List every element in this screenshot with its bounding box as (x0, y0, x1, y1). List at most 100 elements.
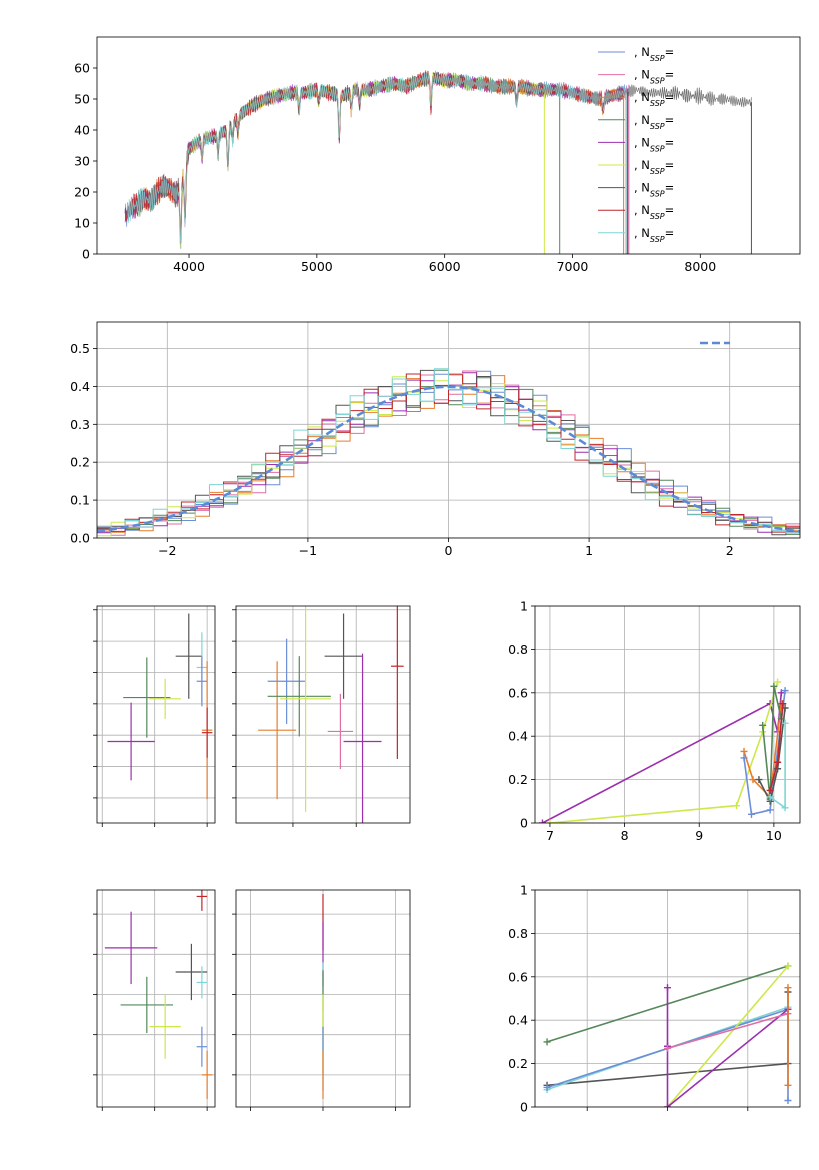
spectrum-series-line (124, 72, 627, 244)
y-tick-label: 0.4 (508, 1013, 528, 1028)
mass-weight-marker (740, 747, 748, 755)
legend-nssp-prefix: , N (634, 68, 650, 82)
x-tick-label: 9 (695, 828, 703, 843)
mass-weight-marker (784, 1081, 792, 1089)
plot-area-age_vs_mass (236, 606, 410, 823)
y-tick-label: 0.8 (508, 926, 528, 941)
axes-age_vs_Z (93, 605, 216, 827)
mass-weight-line (761, 686, 783, 800)
y-tick-label: 1 (520, 883, 528, 898)
x-tick-label: 1 (585, 543, 593, 558)
y-tick-label: 0.0 (70, 531, 90, 546)
y-tick-label: 0.2 (508, 1056, 528, 1071)
plot-area-mass_vs_Z (97, 890, 215, 1107)
plot-area-residuals (97, 322, 800, 538)
axes-residuals: −2 −1 0 1 2 0.0 0.1 0.2 0.3 0.4 0.5 (70, 321, 801, 558)
mass-weight-line (666, 965, 789, 1107)
legend-equals: = (665, 45, 675, 59)
y-tick-label: 20 (74, 185, 90, 200)
legend-entry: , NSSP= (634, 226, 674, 244)
mass-weight-marker (766, 806, 774, 814)
y-tick-label: 0 (520, 1100, 528, 1115)
plot-area-massweight_vs_Z (535, 890, 800, 1107)
x-tick-label: 7000 (557, 259, 589, 274)
plot-area-age_vs_Z (97, 606, 215, 823)
legend-equals: = (665, 203, 675, 217)
y-tick-label: 1 (520, 599, 528, 614)
y-tick-label: 0 (520, 816, 528, 831)
axes-frame (96, 36, 801, 255)
y-tick-label: 10 (74, 216, 90, 231)
legend-nssp-subscript: SSP (650, 212, 665, 221)
mass-weight-marker (766, 786, 774, 794)
legend-equals: = (665, 158, 675, 172)
mass-weight-marker (747, 810, 755, 818)
mass-weight-marker (733, 802, 741, 810)
legend-entry: , NSSP= (634, 113, 674, 131)
legend-equals: = (665, 90, 675, 104)
mass-weight-marker (755, 776, 763, 784)
legend-nssp-prefix: , N (634, 135, 650, 149)
x-tick-label: 4000 (173, 259, 205, 274)
mass-weight-marker (774, 678, 782, 686)
legend-entry: , NSSP= (634, 158, 674, 176)
legend-nssp-prefix: , N (634, 203, 650, 217)
mass-weight-line (758, 707, 786, 804)
axes-mass_vs_EBV (232, 889, 411, 1111)
y-tick-label: 0.6 (508, 969, 528, 984)
mass-weight-marker (759, 721, 767, 729)
y-tick-label: 0.2 (508, 772, 528, 787)
mass-weight-marker (777, 689, 785, 697)
legend-entry: , NSSP= (634, 90, 674, 108)
axes-frame (534, 605, 801, 824)
y-tick-label: 0.2 (70, 455, 90, 470)
mass-weight-marker (784, 962, 792, 970)
legend-nssp-subscript: SSP (650, 99, 665, 108)
mass-weight-marker (781, 719, 789, 727)
y-tick-label: 0.5 (70, 341, 90, 356)
legend-nssp-prefix: , N (634, 90, 650, 104)
x-tick-label: 8 (621, 828, 629, 843)
spectrum-series-line (127, 72, 627, 243)
legend-equals: = (665, 135, 675, 149)
y-tick-label: 60 (74, 61, 90, 76)
mass-weight-marker (538, 819, 546, 823)
mass-weight-marker (784, 1096, 792, 1104)
legend-nssp-subscript: SSP (650, 167, 665, 176)
mass-weight-line (743, 690, 786, 816)
y-tick-label: 0.4 (508, 729, 528, 744)
legend-entry: , NSSP= (634, 45, 674, 63)
axes-frame (235, 605, 411, 824)
legend-nssp-subscript: SSP (650, 76, 665, 85)
x-tick-label: 6000 (429, 259, 461, 274)
axes-frame (235, 889, 411, 1108)
y-tick-label: 0.8 (508, 642, 528, 657)
y-tick-label: 40 (74, 123, 90, 138)
mass-weight-marker (664, 1103, 671, 1107)
legend-nssp-prefix: , N (634, 45, 650, 59)
legend-nssp-subscript: SSP (650, 54, 665, 63)
normal-reference-curve (97, 385, 800, 533)
plot-area-massweight_vs_age (535, 606, 800, 823)
axes-massweight_vs_age: 7 8 9 10 0 0.2 0.4 0.6 0.8 1 (508, 599, 801, 843)
spectrum-series-line (124, 72, 630, 249)
x-tick-label: −1 (299, 543, 317, 558)
y-tick-label: 0.3 (70, 417, 90, 432)
legend-nssp-prefix: , N (634, 113, 650, 127)
legend-entry: , NSSP= (634, 181, 674, 199)
legend-entry: , NSSP= (634, 68, 674, 86)
plot-area-mass_vs_EBV (236, 890, 410, 1107)
legend-nssp-prefix: , N (634, 181, 650, 195)
y-tick-label: 0.4 (70, 379, 90, 394)
legend-nssp-subscript: SSP (650, 234, 665, 243)
legend-entry: , NSSP= (634, 203, 674, 221)
mass-weight-line (743, 703, 783, 799)
mass-weight-marker (749, 776, 757, 784)
x-tick-label: 8000 (684, 259, 716, 274)
mass-weight-line (667, 1012, 789, 1050)
legend-equals: = (665, 68, 675, 82)
mass-weight-marker (770, 682, 778, 690)
legend-nssp-prefix: , N (634, 226, 650, 240)
